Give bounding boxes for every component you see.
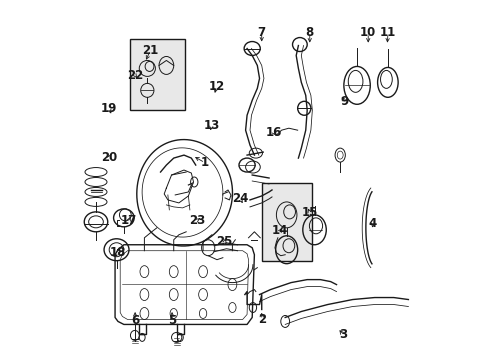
Text: 4: 4 <box>368 217 376 230</box>
Text: 14: 14 <box>272 224 288 238</box>
Text: 3: 3 <box>338 328 346 341</box>
Text: 24: 24 <box>231 192 248 205</box>
Text: 15: 15 <box>301 207 317 220</box>
Text: 10: 10 <box>359 27 376 40</box>
Text: 20: 20 <box>101 151 117 164</box>
Bar <box>261 183 311 261</box>
Text: 25: 25 <box>216 235 232 248</box>
Text: 19: 19 <box>101 103 117 116</box>
Text: 21: 21 <box>142 44 158 57</box>
Text: 12: 12 <box>208 80 224 93</box>
Text: 2: 2 <box>257 313 265 327</box>
Text: 23: 23 <box>189 214 205 227</box>
Bar <box>129 39 185 110</box>
Text: 1: 1 <box>201 156 209 169</box>
Text: 8: 8 <box>305 27 313 40</box>
Text: 7: 7 <box>257 27 265 40</box>
Text: 9: 9 <box>339 95 347 108</box>
Text: 6: 6 <box>131 314 139 327</box>
Text: 5: 5 <box>167 314 176 327</box>
Text: 18: 18 <box>110 246 126 259</box>
Text: 11: 11 <box>379 27 395 40</box>
Text: 22: 22 <box>127 69 143 82</box>
Text: 17: 17 <box>121 214 137 227</box>
Text: 16: 16 <box>265 126 282 139</box>
Text: 13: 13 <box>203 119 219 132</box>
